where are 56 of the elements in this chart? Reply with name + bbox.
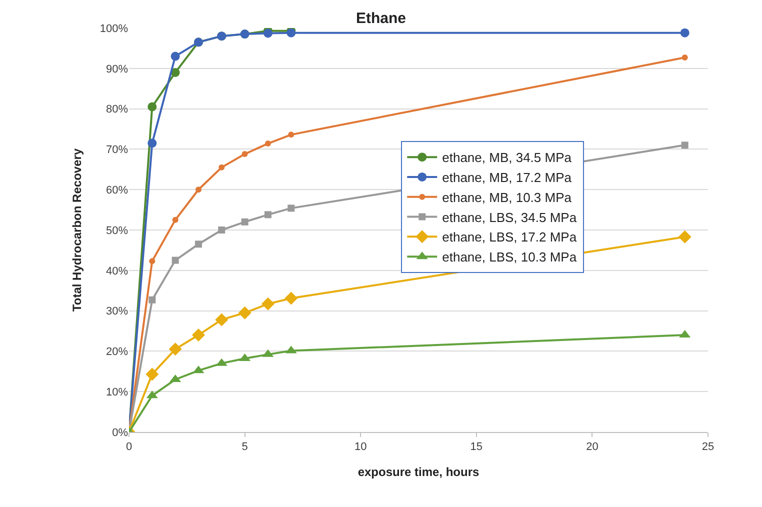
y-tick-label: 80% xyxy=(106,104,128,116)
point xyxy=(284,292,298,305)
point xyxy=(170,52,180,61)
point xyxy=(170,68,180,77)
point xyxy=(682,54,688,60)
point xyxy=(172,256,179,264)
point xyxy=(261,297,274,310)
point xyxy=(681,142,688,149)
point xyxy=(264,140,271,147)
legend-label: ethane, LBS, 34.5 MPa xyxy=(442,210,578,225)
point xyxy=(146,368,159,381)
y-tick-label: 40% xyxy=(106,265,128,278)
point xyxy=(680,28,690,38)
chart-title: Ethane xyxy=(356,10,406,28)
y-tick-label: 50% xyxy=(106,224,128,237)
point xyxy=(241,218,248,226)
point xyxy=(148,138,157,148)
legend-label: ethane, MB, 10.3 MPa xyxy=(442,190,572,205)
point xyxy=(195,186,202,193)
legend-label: ethane, MB, 17.2 MPa xyxy=(442,170,572,186)
point xyxy=(238,306,252,320)
y-tick-label: 0% xyxy=(112,426,128,439)
legend-label: ethane, LBS, 17.2 MPa xyxy=(442,230,578,245)
y-tick-label: 100% xyxy=(100,22,128,35)
point xyxy=(264,211,272,218)
point xyxy=(263,28,272,38)
y-tick-label: 30% xyxy=(106,306,128,318)
y-tick-label: 60% xyxy=(106,184,128,196)
x-tick-label: 25 xyxy=(702,441,714,454)
point xyxy=(148,102,157,112)
point xyxy=(218,226,226,234)
point xyxy=(215,313,228,326)
point xyxy=(192,328,205,342)
point xyxy=(288,204,295,212)
y-tick-label: 70% xyxy=(106,144,128,156)
y-tick-label: 10% xyxy=(106,386,128,398)
point xyxy=(194,240,202,248)
point xyxy=(288,132,294,138)
point xyxy=(149,258,156,264)
x-tick-label: 10 xyxy=(354,441,367,454)
x-tick-label: 15 xyxy=(470,441,483,454)
point xyxy=(148,296,156,304)
point xyxy=(242,151,248,158)
y-tick-label: 90% xyxy=(106,63,128,76)
x-tick-label: 0 xyxy=(126,441,132,454)
point xyxy=(172,216,178,223)
y-tick-label: 20% xyxy=(106,346,128,358)
y-axis-title: Total Hydrocarbon Recovery xyxy=(70,148,84,312)
x-axis-title: exposure time, hours xyxy=(358,465,480,480)
point xyxy=(678,230,692,244)
legend-label: ethane, MB, 34.5 MPa xyxy=(442,150,572,166)
x-tick-label: 20 xyxy=(586,441,598,454)
point xyxy=(168,342,182,356)
legend-label: ethane, LBS, 10.3 MPa xyxy=(442,250,578,265)
x-tick-label: 5 xyxy=(242,441,248,454)
point xyxy=(218,164,225,170)
